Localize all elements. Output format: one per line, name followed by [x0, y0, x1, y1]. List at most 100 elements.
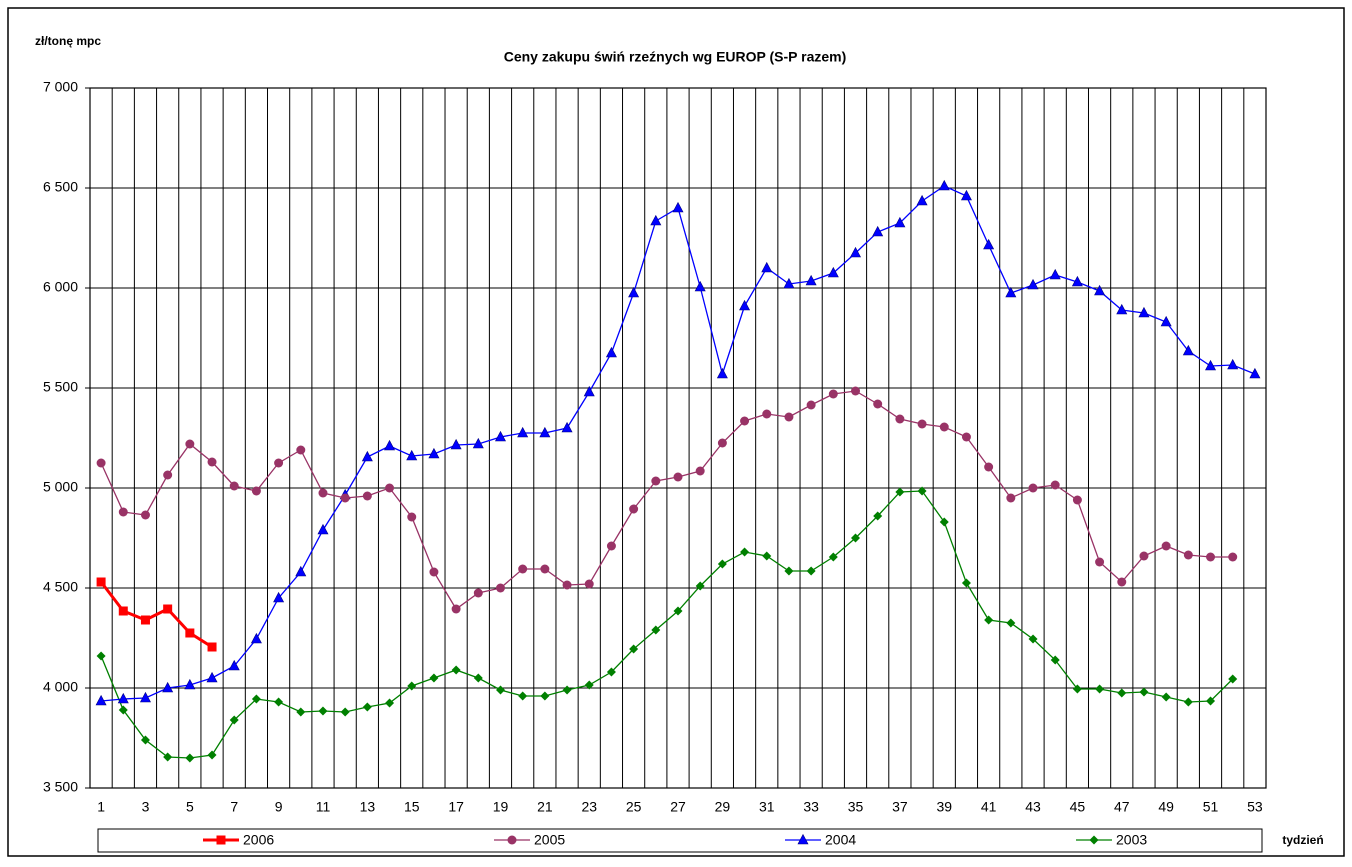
marker — [1049, 268, 1061, 280]
x-tick-label: 27 — [670, 799, 686, 815]
legend-box — [97, 828, 1263, 853]
marker — [184, 678, 196, 690]
marker — [140, 615, 150, 625]
x-tick-label: 11 — [316, 799, 331, 815]
marker — [429, 673, 439, 683]
marker — [340, 493, 350, 503]
marker — [207, 750, 217, 760]
marker — [251, 486, 261, 496]
marker — [784, 566, 794, 576]
marker — [739, 299, 751, 311]
marker — [95, 694, 107, 706]
marker — [429, 567, 439, 577]
marker — [1183, 697, 1193, 707]
marker — [451, 665, 461, 675]
chart-title: Ceny zakupu świń rzeźnych wg EUROP (S-P … — [504, 49, 847, 65]
marker — [1161, 692, 1171, 702]
marker — [494, 430, 506, 442]
marker — [428, 447, 440, 459]
marker — [317, 523, 329, 535]
x-tick-label: 3 — [142, 799, 150, 815]
legend-label: 2004 — [825, 832, 856, 848]
marker — [894, 216, 906, 228]
marker — [495, 685, 505, 695]
marker — [939, 517, 949, 527]
marker — [540, 691, 550, 701]
x-tick-label: 47 — [1114, 799, 1130, 815]
marker — [495, 583, 505, 593]
marker — [762, 409, 772, 419]
marker — [117, 692, 129, 704]
marker — [163, 752, 173, 762]
x-tick-label: 7 — [230, 799, 238, 815]
marker — [185, 628, 195, 638]
marker — [828, 552, 838, 562]
marker — [1228, 552, 1238, 562]
marker — [1227, 358, 1239, 370]
marker — [362, 702, 372, 712]
marker — [540, 564, 550, 574]
marker — [1050, 480, 1060, 490]
marker — [450, 438, 462, 450]
x-tick-label: 37 — [892, 799, 908, 815]
marker — [828, 389, 838, 399]
x-tick-label: 15 — [404, 799, 420, 815]
y-tick-label: 7 000 — [43, 79, 78, 95]
x-tick-label: 45 — [1070, 799, 1086, 815]
marker — [1117, 577, 1127, 587]
marker — [651, 625, 661, 635]
marker — [518, 691, 528, 701]
marker — [118, 507, 128, 517]
marker — [385, 698, 395, 708]
marker — [584, 579, 594, 589]
chart-frame — [7, 7, 1345, 857]
marker — [1006, 618, 1016, 628]
marker — [296, 707, 306, 717]
marker — [1228, 674, 1238, 684]
marker — [1071, 275, 1083, 287]
marker — [274, 458, 284, 468]
marker — [784, 412, 794, 422]
marker — [628, 286, 640, 298]
marker — [229, 481, 239, 491]
legend-marker — [216, 835, 226, 845]
marker — [717, 559, 727, 569]
marker — [1139, 551, 1149, 561]
marker — [562, 685, 572, 695]
marker — [983, 238, 995, 250]
x-tick-label: 39 — [936, 799, 952, 815]
marker — [407, 681, 417, 691]
marker — [873, 511, 883, 521]
marker — [716, 367, 728, 379]
marker — [605, 346, 617, 358]
marker — [1183, 550, 1193, 560]
marker — [984, 615, 994, 625]
x-tick-label: 29 — [715, 799, 731, 815]
marker — [783, 277, 795, 289]
marker — [162, 681, 174, 693]
plot-border — [89, 87, 1267, 789]
marker — [228, 659, 240, 671]
legend-label: 2003 — [1116, 832, 1147, 848]
marker — [895, 414, 905, 424]
marker — [717, 438, 727, 448]
marker — [762, 551, 772, 561]
x-tick-label: 13 — [360, 799, 376, 815]
marker — [1205, 359, 1217, 371]
marker — [961, 432, 971, 442]
legend-marker — [507, 835, 517, 845]
marker — [650, 214, 662, 226]
legend-marker — [1089, 835, 1099, 845]
x-tick-label: 31 — [759, 799, 775, 815]
marker — [695, 581, 705, 591]
marker — [1161, 541, 1171, 551]
marker — [1094, 284, 1106, 296]
x-tick-label: 49 — [1158, 799, 1174, 815]
marker — [629, 504, 639, 514]
marker — [229, 715, 239, 725]
marker — [1249, 367, 1261, 379]
x-tick-label: 17 — [448, 799, 464, 815]
legend-label: 2006 — [243, 832, 274, 848]
marker — [827, 266, 839, 278]
marker — [1050, 655, 1060, 665]
